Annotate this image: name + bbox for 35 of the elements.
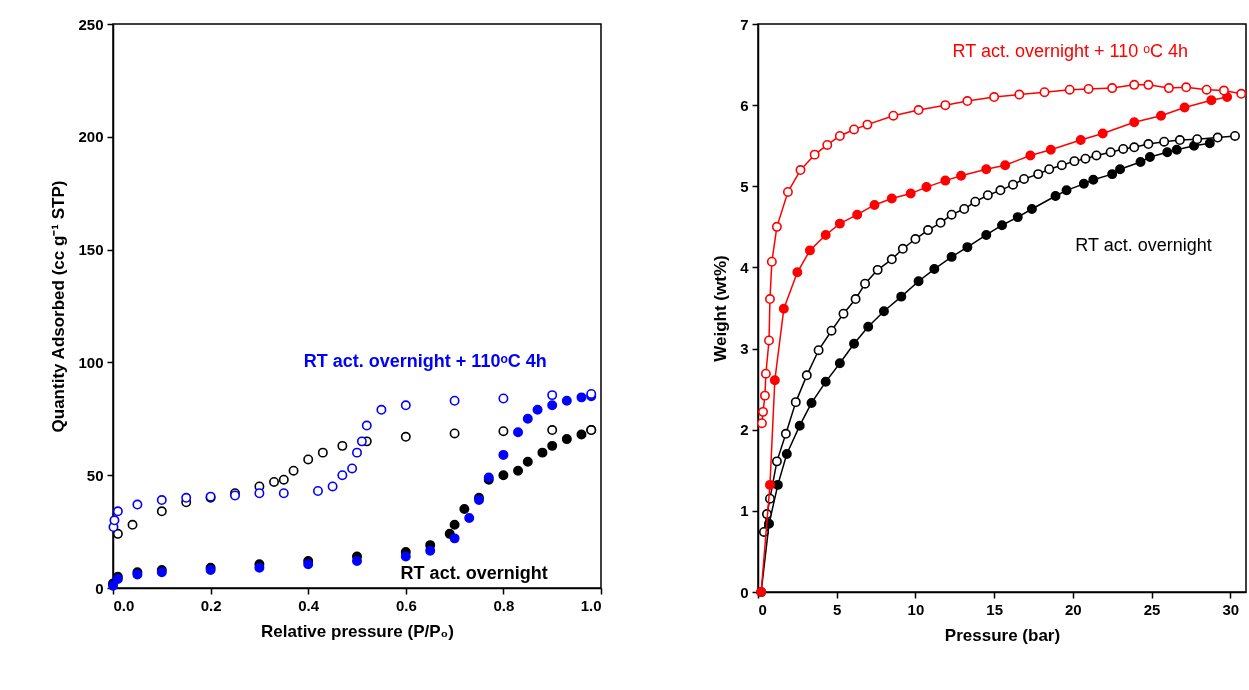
- x-tick-label: 30: [1222, 600, 1240, 618]
- x-tick-label: 20: [1064, 600, 1082, 618]
- y-tick-label: 2: [740, 421, 749, 439]
- y-tick-label: 150: [78, 241, 104, 259]
- y-tick-label: 200: [78, 128, 104, 146]
- x-tick-label: 5: [833, 600, 842, 618]
- y-tick-label: 3: [740, 340, 749, 358]
- x-tick-label: 0.4: [298, 596, 320, 614]
- y-tick-label: 0: [740, 583, 749, 601]
- x-axis-title: Relative pressure (P/P₀): [261, 621, 454, 641]
- text: RT act. overnight: [1075, 234, 1212, 255]
- series-label: RT act. overnight + 110 ᵒC 4h: [952, 41, 1189, 62]
- y-tick-label: 1: [740, 502, 749, 520]
- y-tick-label: 5: [740, 177, 749, 195]
- y-axis-title: Weight (wt%): [711, 255, 731, 362]
- series-label: RT act. overnight + 110ᵒC 4h: [303, 351, 547, 372]
- series-label: RT act. overnight: [400, 562, 548, 583]
- y-tick-label: 7: [740, 15, 749, 33]
- y-tick-label: 100: [78, 353, 104, 371]
- y-tick-label: 50: [86, 466, 104, 484]
- y-tick-label: 0: [95, 579, 104, 597]
- x-tick-label: 0.2: [200, 596, 222, 614]
- x-tick-label: 0.6: [395, 596, 417, 614]
- y-tick-label: 250: [78, 15, 104, 33]
- x-tick-label: 0.0: [113, 596, 135, 614]
- x-tick-label: 0.8: [493, 596, 515, 614]
- x-tick-label: 25: [1143, 600, 1161, 618]
- y-axis-title: Quantity Adsorbed (cc g⁻¹ STP): [49, 180, 69, 433]
- x-tick-label: 15: [986, 600, 1003, 618]
- y-tick-label: 6: [740, 96, 749, 114]
- x-tick-label: 1.0: [580, 596, 602, 614]
- x-tick-label: 10: [907, 600, 925, 618]
- y-tick-label: 4: [740, 258, 750, 276]
- x-axis-title: Pressure (bar): [944, 625, 1061, 645]
- x-tick-label: 0: [758, 600, 767, 618]
